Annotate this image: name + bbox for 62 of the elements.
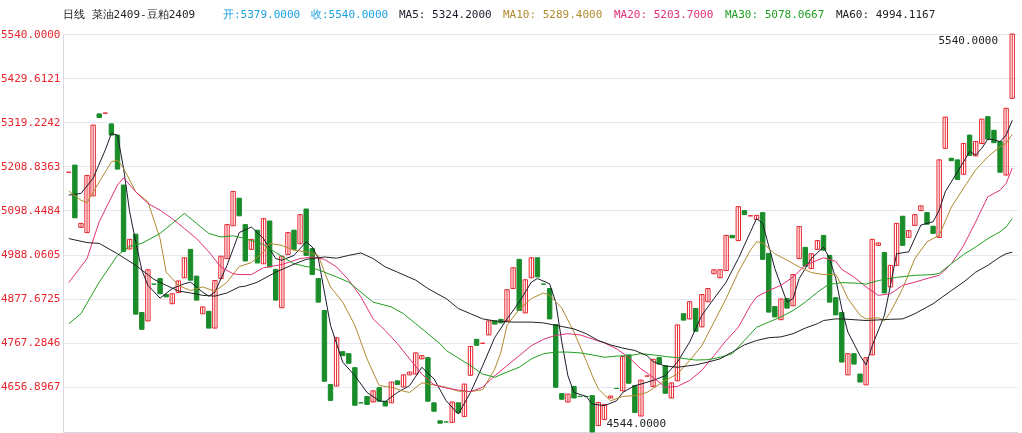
candlestick [145, 269, 151, 322]
y-tick-label: 5319.2242 [0, 115, 61, 129]
candlestick [279, 255, 285, 309]
y-tick-label: 4877.6725 [0, 292, 61, 306]
candlestick [863, 357, 869, 386]
y-tick-label: 5208.8363 [0, 159, 61, 173]
candlestick [565, 393, 571, 403]
y-tick-label: 4988.0605 [0, 248, 61, 262]
y-tick-label: 5429.6121 [0, 71, 61, 85]
candlestick [912, 214, 918, 226]
candlestick [960, 142, 967, 175]
text: MA10: 5289.4000 [503, 8, 603, 21]
candlestick [619, 355, 626, 392]
y-tick-label: 4767.2846 [0, 336, 61, 350]
candlestick [796, 226, 802, 260]
candlestick [802, 246, 808, 267]
candlestick [674, 324, 681, 382]
candlestick [1009, 33, 1015, 99]
candlestick [504, 289, 510, 322]
candlestick [285, 232, 291, 256]
candlestick [467, 345, 474, 376]
candlestick [522, 279, 528, 314]
candlestick [918, 205, 924, 212]
text: 收:5540.0000 [311, 8, 389, 21]
annotation: 5540.0000 [938, 34, 999, 47]
candlestick [893, 222, 900, 266]
candlestick [260, 218, 267, 265]
candlestick [315, 278, 322, 303]
candlestick [333, 337, 340, 387]
text: MA5: 5324.2000 [399, 8, 492, 21]
candlestick [686, 301, 693, 320]
text: MA30: 5078.0667 [725, 8, 825, 21]
text: MA60: 4994.1167 [836, 8, 936, 21]
candlestick [388, 381, 395, 404]
candlestick [534, 257, 541, 278]
candlestick [510, 267, 516, 290]
candlestick [735, 206, 742, 242]
line-series [68, 167, 1013, 393]
candlestick [212, 280, 218, 329]
candlestick [845, 353, 851, 376]
candlestick [528, 257, 535, 279]
y-tick-label: 5540.0000 [0, 27, 61, 41]
candlestick [942, 116, 948, 149]
line-series [68, 212, 1013, 378]
y-tick-label: 5098.4484 [0, 203, 61, 217]
candlestick [297, 214, 303, 245]
y-tick-label: 4656.8967 [0, 380, 61, 394]
candlestick [1003, 107, 1009, 176]
chart-title: 日线 菜油2409-豆粕2409 [63, 8, 196, 21]
text: MA20: 5203.7000 [614, 8, 714, 21]
candlestick [887, 264, 894, 288]
candlestick [449, 401, 455, 423]
annotation: 4544.0000 [606, 417, 667, 430]
candlestick [778, 298, 784, 321]
candlestick [936, 159, 942, 238]
candlestick [169, 293, 175, 305]
candlestick [638, 379, 644, 417]
text: 开:5379.0000 [223, 8, 301, 21]
candlestick [461, 383, 468, 417]
candlestick [370, 390, 376, 403]
candlestick [790, 274, 796, 307]
candlestick [181, 257, 188, 279]
